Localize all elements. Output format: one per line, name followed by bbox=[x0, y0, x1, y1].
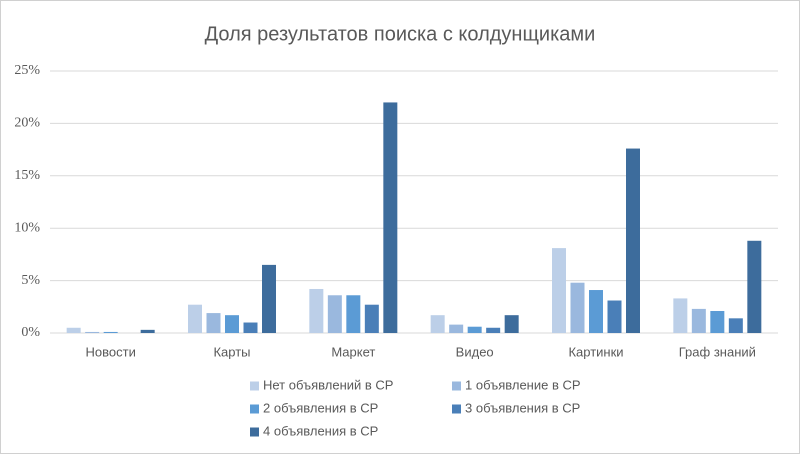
legend-label: 1 объявление в СР bbox=[465, 377, 581, 392]
legend-label: 2 объявления в СР bbox=[263, 400, 378, 415]
legend-swatch bbox=[452, 381, 461, 391]
x-tick-label: Новости bbox=[86, 344, 136, 359]
bar bbox=[85, 331, 100, 333]
bar bbox=[691, 308, 706, 333]
bar bbox=[430, 315, 445, 333]
bar bbox=[206, 313, 221, 333]
bar bbox=[140, 329, 155, 333]
bar bbox=[383, 102, 398, 333]
legend-swatch bbox=[250, 427, 259, 437]
y-tick-label: 0% bbox=[21, 325, 40, 340]
bar bbox=[449, 324, 464, 333]
bar bbox=[225, 315, 239, 333]
bar bbox=[747, 240, 762, 333]
legend-swatch bbox=[250, 404, 259, 414]
bar bbox=[103, 331, 118, 333]
x-tick-label: Карты bbox=[213, 344, 250, 359]
legend-label: 3 объявления в СР bbox=[465, 400, 580, 415]
bar bbox=[327, 295, 342, 333]
x-tick-label: Маркет bbox=[331, 344, 375, 359]
x-tick-label: Видео bbox=[456, 344, 494, 359]
x-tick-label: Граф знаний bbox=[679, 344, 756, 359]
y-tick-label: 25% bbox=[14, 63, 40, 78]
bar bbox=[570, 282, 585, 333]
legend-swatch bbox=[452, 404, 461, 414]
bar bbox=[626, 148, 640, 333]
chart-title: Доля результатов поиска с колдунщиками bbox=[205, 23, 596, 45]
bar bbox=[346, 295, 361, 333]
bar bbox=[243, 322, 258, 333]
bar bbox=[188, 304, 202, 333]
bar bbox=[262, 264, 276, 333]
bar bbox=[66, 327, 81, 333]
bar bbox=[467, 326, 482, 333]
bar bbox=[589, 290, 603, 333]
x-tick-label: Картинки bbox=[568, 344, 623, 359]
bar bbox=[364, 304, 379, 333]
bar bbox=[486, 327, 501, 333]
y-tick-label: 15% bbox=[14, 168, 40, 183]
y-tick-label: 10% bbox=[14, 220, 40, 235]
bar bbox=[504, 315, 519, 333]
bar bbox=[607, 300, 622, 333]
bar bbox=[309, 288, 324, 333]
legend-label: 4 объявления в СР bbox=[263, 423, 378, 438]
bar bbox=[552, 248, 566, 333]
legend-label: Нет объявлений в СР bbox=[263, 377, 393, 392]
legend-swatch bbox=[250, 381, 259, 391]
bar bbox=[728, 318, 743, 333]
y-tick-label: 20% bbox=[14, 116, 40, 131]
bar bbox=[710, 310, 725, 333]
bar bbox=[673, 298, 688, 333]
y-tick-label: 5% bbox=[21, 273, 40, 288]
